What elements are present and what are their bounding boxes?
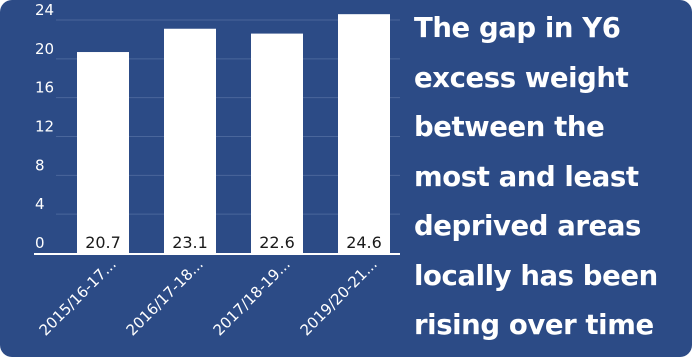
y-tick-label: 24 bbox=[35, 1, 54, 19]
bar bbox=[164, 28, 216, 253]
data-label: 24.6 bbox=[346, 233, 382, 252]
bar bbox=[77, 52, 129, 253]
y-tick-label: 20 bbox=[35, 40, 54, 58]
bars bbox=[77, 14, 390, 253]
y-tick-label: 8 bbox=[35, 156, 45, 174]
bar bbox=[251, 33, 303, 253]
y-tick-label: 4 bbox=[35, 195, 45, 213]
data-label: 23.1 bbox=[172, 233, 208, 252]
y-tick-label: 12 bbox=[35, 118, 54, 136]
y-tick-label: 0 bbox=[35, 234, 45, 252]
data-label: 20.7 bbox=[85, 233, 121, 252]
data-labels: 20.7 23.1 22.6 24.6 bbox=[85, 233, 382, 252]
y-axis-ticks: 0 4 8 12 16 20 24 bbox=[35, 1, 54, 252]
headline-text: The gap in Y6 excess weight between the … bbox=[414, 12, 658, 341]
bar bbox=[338, 14, 390, 253]
y-tick-label: 16 bbox=[35, 79, 54, 97]
data-label: 22.6 bbox=[259, 233, 295, 252]
